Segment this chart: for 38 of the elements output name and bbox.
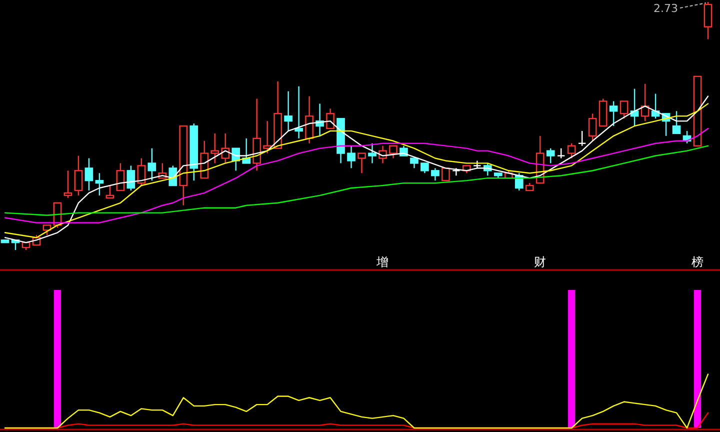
annotation: 2.73 bbox=[654, 2, 678, 15]
candlestick bbox=[546, 148, 555, 164]
candlestick bbox=[620, 100, 628, 120]
candlestick bbox=[137, 158, 146, 186]
candlestick bbox=[326, 108, 334, 130]
candlestick bbox=[106, 184, 114, 199]
candlestick bbox=[242, 138, 250, 164]
candlestick bbox=[294, 86, 303, 139]
x-tick-label: 财 bbox=[534, 255, 546, 269]
candlestick bbox=[64, 170, 72, 199]
candlestick bbox=[284, 90, 292, 132]
candlestick bbox=[221, 132, 230, 164]
candlestick bbox=[389, 145, 398, 159]
candlestick bbox=[556, 148, 566, 159]
candlestick bbox=[116, 162, 125, 192]
candlestick bbox=[263, 120, 272, 154]
candlestick bbox=[609, 100, 618, 127]
candlestick bbox=[672, 110, 681, 134]
candlestick bbox=[588, 113, 597, 142]
candlestick bbox=[42, 224, 52, 236]
candlestick bbox=[347, 145, 356, 169]
candlestick bbox=[148, 148, 156, 182]
candlestick bbox=[420, 162, 429, 174]
candlestick bbox=[84, 158, 94, 192]
candlestick bbox=[126, 165, 136, 192]
candlestick bbox=[74, 155, 83, 196]
candlestick bbox=[95, 172, 104, 196]
candlestick bbox=[358, 152, 366, 174]
candlestick bbox=[305, 96, 314, 144]
candlestick bbox=[704, 1, 712, 40]
candlestick bbox=[410, 158, 418, 169]
candlestick bbox=[368, 142, 376, 164]
x-tick-label: 增 bbox=[376, 255, 389, 269]
candlestick bbox=[442, 168, 450, 182]
candlestick bbox=[567, 142, 576, 159]
x-tick-label: 榜 bbox=[692, 255, 704, 269]
candlestick bbox=[210, 132, 220, 164]
candlestick bbox=[431, 168, 440, 182]
